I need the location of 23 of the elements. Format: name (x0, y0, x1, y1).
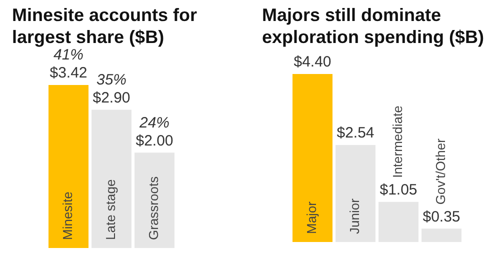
data-label: $2.90 (92, 89, 130, 106)
data-label: $3.42 (50, 64, 88, 82)
bar (378, 202, 418, 242)
x-tick-label: Minesite (60, 192, 76, 240)
x-tick-label: Intermediate (390, 106, 406, 178)
data-label: $2.54 (336, 124, 374, 142)
data-label: $4.40 (294, 54, 332, 71)
chart-title: Majors still dominate exploration spending ($B) (262, 4, 486, 48)
data-label: $2.00 (136, 132, 174, 150)
annotation: 35% (96, 71, 127, 88)
annotation: 24% (138, 114, 170, 132)
bar (292, 74, 332, 242)
bar (422, 228, 462, 242)
data-label: $0.35 (422, 208, 460, 226)
bar (336, 145, 376, 242)
x-tick-label: Gov't/Other (433, 138, 448, 205)
annotation: 41% (53, 46, 84, 64)
data-label: $1.05 (380, 182, 418, 199)
x-tick-label: Late stage (103, 179, 118, 240)
x-tick-label: Grassroots (146, 176, 162, 240)
x-tick-label: Major (304, 200, 320, 234)
x-tick-label: Junior (347, 198, 362, 234)
chart-title: Minesite accounts for largest share ($B) (12, 4, 198, 48)
